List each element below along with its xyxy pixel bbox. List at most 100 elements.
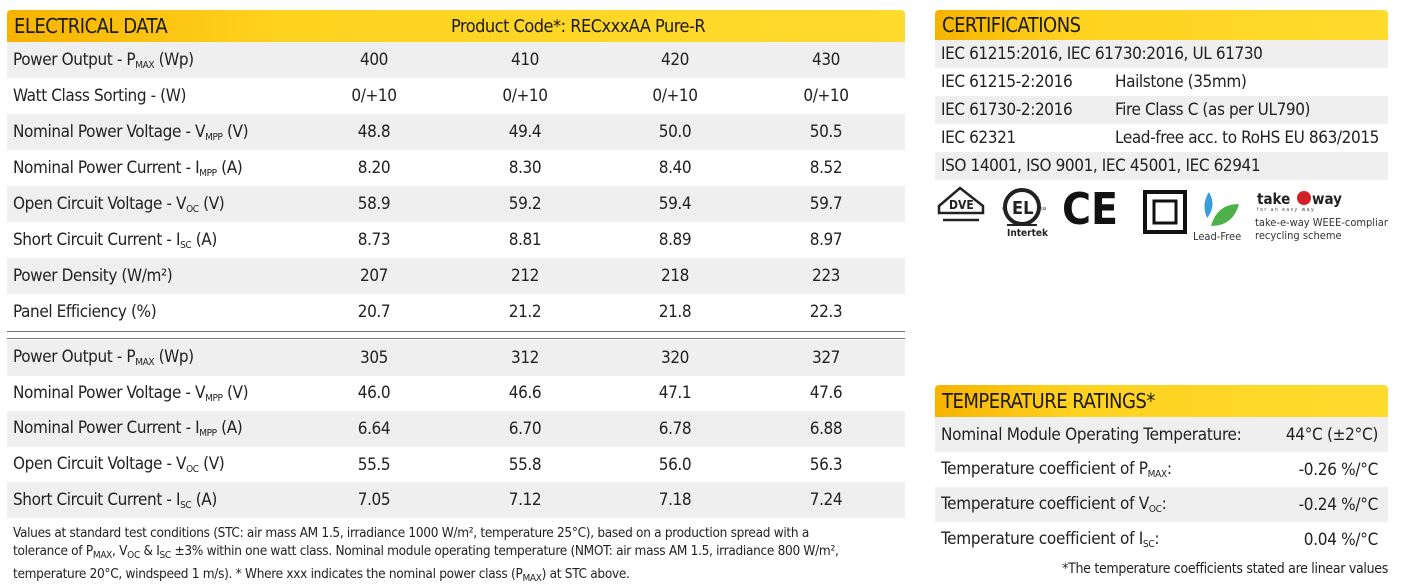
- row-label: Watt Class Sorting - (W): [7, 86, 307, 106]
- temperature-row: Temperature coefficient of VOC: -0.24 %/°…: [935, 487, 1388, 522]
- row-label: Open Circuit Voltage - VOC (V): [7, 454, 307, 475]
- cell-value: 320: [661, 347, 689, 368]
- cell-value: 8.81: [508, 230, 542, 250]
- section-title: ELECTRICAL DATA: [14, 14, 168, 38]
- electrical-footnote: Values at standard test conditions (STC:…: [13, 524, 839, 584]
- label-text: Power Output - P: [13, 49, 136, 70]
- product-code: Product Code*: RECxxxAA Pure-R: [451, 15, 706, 37]
- temperature-value: -0.26 %/°C: [1298, 459, 1379, 480]
- label-text: Open Circuit Voltage - V: [13, 193, 187, 214]
- row-label: Short Circuit Current - ISC (A): [7, 230, 307, 251]
- lead-free-leaf-icon: Lead-Free: [1193, 192, 1241, 243]
- cell-value: 8.30: [508, 158, 542, 178]
- label-suffix: (A): [191, 489, 218, 510]
- label-text: Power Density (W/m²): [13, 266, 173, 286]
- label-subscript: MPP: [199, 428, 217, 440]
- cell-value: 59.2: [508, 194, 542, 214]
- temperature-label: Temperature coefficient of VOC:: [941, 494, 1167, 515]
- double-insulation-icon: [1143, 190, 1187, 234]
- cell-value: 59.4: [658, 194, 692, 214]
- svg-text:us: us: [1041, 206, 1047, 212]
- cell-value: 6.70: [508, 418, 542, 439]
- cell-value: 8.40: [658, 158, 692, 178]
- cell-value: 8.52: [809, 158, 843, 178]
- cell-value: 420: [661, 50, 689, 70]
- cell-value: 212: [511, 266, 539, 286]
- certification-standard: IEC 61215-2:2016: [941, 72, 1073, 92]
- cell-value: 47.1: [658, 383, 692, 404]
- label-text: Nominal Power Voltage - V: [13, 121, 206, 142]
- label-subscript: SC: [180, 239, 192, 251]
- certification-standard: IEC 62321: [941, 128, 1016, 148]
- cell-value: 59.7: [809, 194, 843, 214]
- cell-value: 7.05: [357, 490, 391, 511]
- cell-value: 8.20: [357, 158, 391, 178]
- temperature-value: 0.04 %/°C: [1303, 529, 1379, 550]
- cell-value: 207: [360, 266, 388, 286]
- cell-value: 21.2: [508, 302, 542, 322]
- temperature-label: Temperature coefficient of ISC:: [941, 529, 1159, 550]
- cell-value: 56.3: [809, 454, 843, 475]
- cell-value: 0/+10: [652, 86, 698, 106]
- table-row: Open Circuit Voltage - VOC (V) 58.9 59.2 59…: [7, 186, 905, 222]
- section-title: CERTIFICATIONS: [942, 13, 1081, 37]
- certifications-panel: CERTIFICATIONS IEC 61215:2016, IEC 61730…: [935, 10, 1394, 250]
- label-text: Open Circuit Voltage - V: [13, 454, 187, 475]
- label-suffix: (V): [198, 454, 225, 475]
- electrical-data-header: ELECTRICAL DATA Product Code*: RECxxxAA …: [7, 10, 905, 42]
- vde-logo-icon: DVE: [937, 186, 985, 222]
- cell-value: 46.6: [508, 383, 542, 404]
- table-row: Open Circuit Voltage - VOC (V) 55.5 55.8 56…: [7, 447, 905, 483]
- certification-row: IEC 61215-2:2016 Hailstone (35mm): [935, 68, 1388, 96]
- certification-standard: IEC 61730-2:2016: [941, 100, 1073, 120]
- certifications-header: CERTIFICATIONS: [935, 10, 1388, 40]
- temperature-label: Temperature coefficient of PMAX:: [941, 459, 1172, 480]
- cell-value: 46.0: [357, 383, 391, 404]
- svg-text:way: way: [1312, 190, 1342, 208]
- svg-text:take: take: [1257, 190, 1290, 208]
- label-text: Power Output - P: [13, 347, 136, 368]
- temperature-footnote: *The temperature coefficients stated are…: [1062, 561, 1388, 577]
- cell-value: 0/+10: [502, 86, 548, 106]
- take-e-way-logo-icon: take way for an easy way take-e-way WEEE…: [1255, 190, 1394, 242]
- temperature-label: Nominal Module Operating Temperature:: [941, 425, 1242, 445]
- label-suffix: (A): [191, 229, 218, 250]
- cell-value: 56.0: [658, 454, 692, 475]
- certification-detail: Lead-free acc. to RoHS EU 863/2015: [1115, 128, 1379, 148]
- certification-row: ISO 14001, ISO 9001, IEC 45001, IEC 6294…: [935, 152, 1388, 180]
- svg-text:DVE: DVE: [949, 198, 974, 212]
- cell-value: 55.5: [357, 454, 391, 475]
- cell-value: 55.8: [508, 454, 542, 475]
- table-row: Power Density (W/m²) 207 212 218 223: [7, 258, 905, 294]
- table-row: Power Output - PMAX (Wp) 305 312 320 327: [7, 340, 905, 376]
- label-subscript: OC: [1148, 504, 1162, 515]
- row-label: Panel Efficiency (%): [7, 302, 307, 322]
- cell-value: 8.89: [658, 230, 692, 250]
- label-suffix: (A): [216, 418, 243, 439]
- cell-value: 58.9: [357, 194, 391, 214]
- svg-text:Intertek: Intertek: [1007, 228, 1049, 239]
- cell-value: 218: [661, 266, 689, 286]
- label-subscript: SC: [1142, 539, 1155, 550]
- cell-value: 21.8: [658, 302, 692, 322]
- cell-value: 327: [812, 347, 840, 368]
- temperature-ratings-header: TEMPERATURE RATINGS*: [935, 385, 1388, 417]
- svg-text:c: c: [1002, 206, 1005, 212]
- certification-row: IEC 61730-2:2016 Fire Class C (as per UL7…: [935, 96, 1388, 124]
- cell-value: 6.64: [357, 418, 391, 439]
- label-text: Watt Class Sorting - (W): [13, 86, 187, 106]
- label-text: Short Circuit Current - I: [13, 229, 181, 250]
- label-subscript: MPP: [205, 392, 223, 404]
- row-label: Nominal Power Current - IMPP (A): [7, 158, 307, 179]
- table-row: Short Circuit Current - ISC (A) 7.05 7.12 7…: [7, 482, 905, 518]
- row-label: Nominal Power Current - IMPP (A): [7, 418, 307, 439]
- table-row: Power Output - PMAX (Wp) 400 410 420 430: [7, 42, 905, 78]
- cell-value: 8.97: [809, 230, 843, 250]
- table-row: Short Circuit Current - ISC (A) 8.73 8.81 8…: [7, 222, 905, 258]
- temperature-value: 44°C (±2°C): [1285, 424, 1378, 445]
- label-subscript: MPP: [205, 131, 223, 143]
- cell-value: 7.18: [658, 490, 692, 511]
- temperature-ratings-panel: TEMPERATURE RATINGS* Nominal Module Oper…: [935, 385, 1388, 577]
- label-subscript: MAX: [135, 357, 155, 369]
- label-suffix: (Wp): [154, 347, 195, 368]
